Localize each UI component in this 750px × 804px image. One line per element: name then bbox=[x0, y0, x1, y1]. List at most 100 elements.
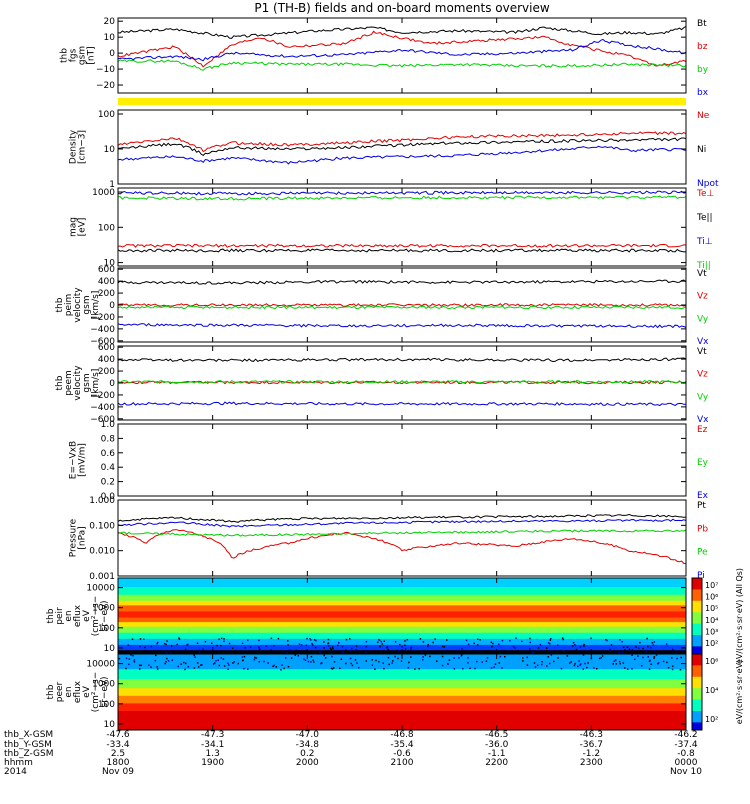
spectrogram-speckle bbox=[679, 668, 682, 671]
ytick-label-e-field: 0.0 bbox=[101, 492, 116, 502]
spectrogram-speckle bbox=[307, 660, 310, 663]
spectrogram-speckle bbox=[490, 651, 492, 654]
spectrogram-speckle bbox=[376, 641, 379, 644]
spectrogram-speckle bbox=[383, 640, 386, 643]
spectrogram-speckle bbox=[637, 655, 639, 657]
spectrogram-speckle bbox=[329, 647, 332, 650]
time-axis-cell: 1900 bbox=[201, 758, 224, 768]
spectrogram-speckle bbox=[127, 644, 129, 646]
spectrogram-speckle bbox=[488, 650, 490, 652]
colorbar-tick: 10⁶ bbox=[705, 593, 718, 602]
spectrogram-speckle bbox=[243, 655, 246, 658]
spectrogram-speckle bbox=[128, 663, 130, 666]
spectrogram-speckle bbox=[378, 660, 380, 663]
spectrogram-speckle bbox=[461, 652, 464, 654]
spectrogram-speckle bbox=[598, 657, 601, 660]
spectrogram-speckle bbox=[619, 639, 621, 641]
series-line-peem-velocity-3 bbox=[117, 401, 687, 407]
spectrogram-speckle bbox=[672, 648, 674, 651]
spectrogram-speckle bbox=[609, 648, 611, 651]
spectrogram-speckle bbox=[309, 639, 312, 641]
spectrogram-speckle bbox=[401, 646, 404, 648]
time-axis-cell: -0.6 bbox=[393, 749, 411, 759]
spectrogram-speckle bbox=[491, 645, 493, 648]
spectrogram-speckle bbox=[277, 637, 280, 640]
spectrogram-speckle bbox=[615, 659, 617, 661]
spectrogram-speckle bbox=[379, 645, 381, 648]
spectrogram-speckle bbox=[665, 643, 668, 645]
spectrogram-speckle bbox=[618, 660, 621, 663]
ytick-label-peem-velocity: 0 bbox=[109, 379, 115, 389]
spectrogram-speckle bbox=[613, 660, 616, 662]
spectrogram-speckle bbox=[477, 638, 479, 640]
spectrogram-speckle bbox=[243, 667, 245, 670]
colorbar-segment bbox=[692, 646, 702, 655]
spectrogram-speckle bbox=[345, 649, 347, 652]
spectrogram-speckle bbox=[184, 648, 187, 650]
spectrogram-speckle bbox=[365, 660, 368, 662]
ytick-label-peem-velocity: −400 bbox=[90, 403, 115, 413]
spectrogram-speckle bbox=[624, 649, 626, 651]
spectrogram-speckle bbox=[273, 664, 275, 667]
spectrogram-speckle bbox=[312, 659, 314, 661]
spectrogram-speckle bbox=[503, 650, 505, 652]
spectrogram-speckle bbox=[388, 663, 390, 666]
spectrogram-speckle bbox=[422, 641, 425, 643]
spectrogram-speckle bbox=[128, 658, 131, 660]
spectrogram-speckle bbox=[667, 666, 670, 669]
spectrogram-speckle bbox=[339, 667, 341, 670]
ylabel-peem-velocity: [km/s] bbox=[91, 369, 101, 398]
ylabel-peim-velocity: velocity bbox=[73, 287, 83, 323]
spectrogram-speckle bbox=[499, 655, 502, 658]
time-axis-cell: 0000 bbox=[675, 758, 698, 768]
ylabel-temperature: [eV] bbox=[78, 218, 88, 237]
spectrogram-speckle bbox=[541, 661, 543, 663]
spectrogram-speckle bbox=[671, 665, 674, 668]
ytick-label-peem-velocity: 400 bbox=[98, 355, 115, 365]
time-axis-row-label: hhmm bbox=[4, 758, 33, 768]
ytick-label-peer-spectrogram: 100 bbox=[98, 700, 115, 710]
spectrogram-speckle bbox=[547, 642, 550, 644]
series-line-pressure-3 bbox=[117, 518, 687, 528]
time-axis-cell: -36.0 bbox=[485, 740, 509, 750]
spectrogram-speckle bbox=[345, 662, 347, 665]
spectrogram-speckle bbox=[164, 662, 166, 665]
spectrogram-speckle bbox=[351, 647, 353, 650]
spectrogram-speckle bbox=[453, 668, 456, 670]
spectrogram-speckle bbox=[140, 664, 142, 667]
spectrogram-speckle bbox=[504, 655, 506, 658]
colorbar-segment bbox=[692, 688, 702, 701]
spectrogram-speckle bbox=[194, 656, 196, 658]
spectrogram-speckle bbox=[465, 639, 468, 642]
spectrogram-speckle bbox=[166, 640, 168, 642]
spectrogram-speckle bbox=[655, 654, 658, 656]
spectrogram-speckle bbox=[435, 660, 438, 662]
spectrogram-speckle bbox=[311, 642, 313, 645]
spectrogram-speckle bbox=[534, 666, 537, 668]
ytick-label-temperature: 100 bbox=[98, 223, 115, 233]
spectrogram-speckle bbox=[541, 650, 543, 652]
spectrogram-speckle bbox=[214, 662, 216, 664]
colorbar-tick: 10³ bbox=[705, 627, 718, 636]
spectrogram-speckle bbox=[638, 647, 640, 650]
ylabel-peir-spectrogram: eV bbox=[82, 609, 92, 622]
ytick-label-fgs: 10 bbox=[104, 33, 116, 43]
spectrogram-speckle bbox=[467, 657, 469, 659]
spectrogram-speckle bbox=[394, 641, 397, 643]
spectrogram-speckle bbox=[501, 667, 503, 669]
spectrogram-speckle bbox=[330, 648, 332, 651]
spectrogram-speckle bbox=[584, 651, 587, 653]
spectrogram-speckle bbox=[676, 657, 678, 660]
time-axis-cell: -46.2 bbox=[674, 730, 697, 740]
spectrogram-speckle bbox=[545, 647, 548, 649]
ytick-label-density: 10 bbox=[104, 145, 116, 155]
spectrogram-speckle bbox=[622, 662, 625, 664]
spectrogram-speckle bbox=[196, 662, 199, 664]
spectrogram-speckle bbox=[170, 645, 173, 647]
spectrogram-speckle bbox=[118, 657, 121, 660]
spectrogram-speckle bbox=[374, 668, 376, 671]
spectrogram-speckle bbox=[642, 656, 644, 659]
spectrogram-speckle bbox=[327, 638, 330, 641]
spectrogram-speckle bbox=[287, 665, 290, 668]
spectrogram-speckle bbox=[387, 656, 390, 659]
